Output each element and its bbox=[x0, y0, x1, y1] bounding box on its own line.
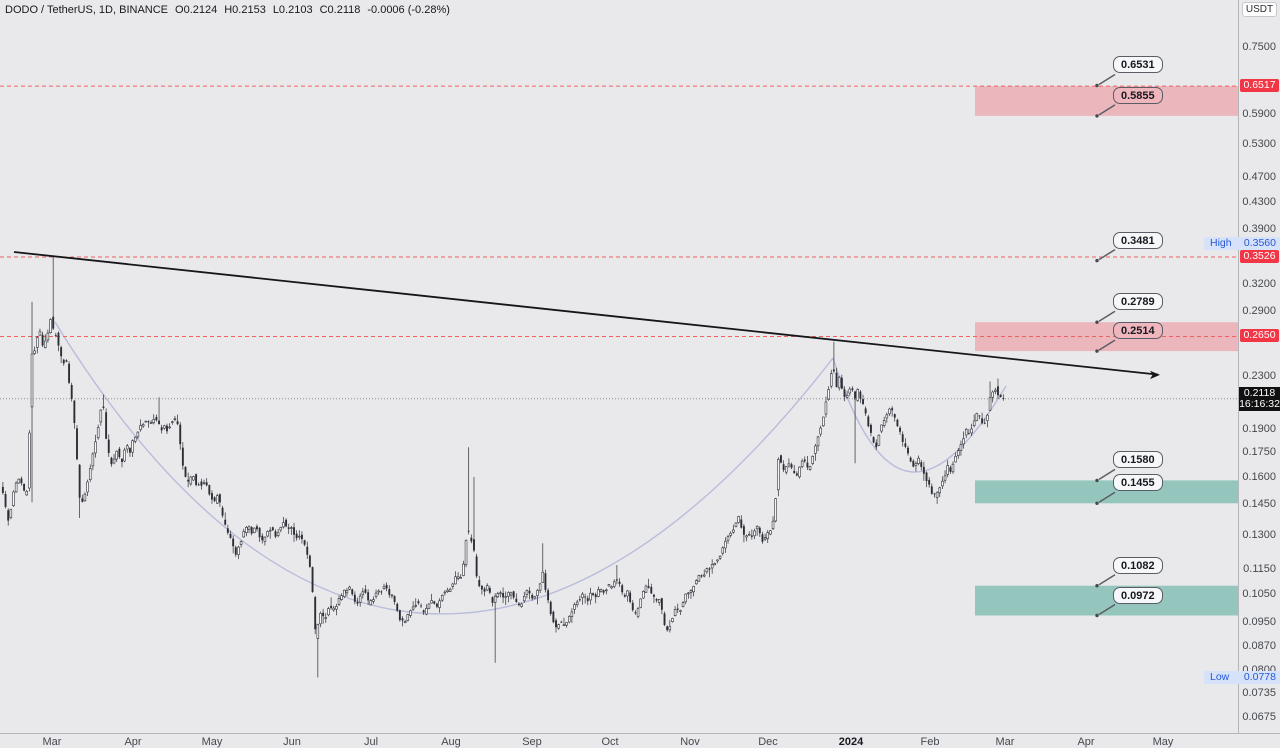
time-tick: Feb bbox=[920, 736, 940, 748]
price-callout-label[interactable]: 0.0972 bbox=[1113, 587, 1163, 604]
alert-price-label: 0.2650 bbox=[1240, 329, 1279, 342]
price-tick: 0.2300 bbox=[1242, 370, 1276, 382]
callout-tail bbox=[1098, 104, 1116, 116]
callout-anchor-dot bbox=[1095, 258, 1099, 263]
callout-tail bbox=[1098, 491, 1116, 503]
price-callout-label[interactable]: 0.6531 bbox=[1113, 56, 1163, 73]
curve-tool[interactable] bbox=[832, 357, 1007, 473]
price-tick: 0.3900 bbox=[1242, 223, 1276, 235]
price-callout-label[interactable]: 0.5855 bbox=[1113, 87, 1163, 104]
price-tick: 0.1750 bbox=[1242, 446, 1276, 458]
price-tick: 0.1150 bbox=[1243, 563, 1276, 575]
callout-anchor-dot bbox=[1095, 584, 1099, 588]
callout-anchor-dot bbox=[1095, 114, 1099, 118]
callout-tail bbox=[1098, 73, 1116, 86]
candlestick-plot bbox=[0, 73, 1238, 678]
price-callout-label[interactable]: 0.2789 bbox=[1113, 293, 1163, 310]
time-axis[interactable]: Mar Apr May Jun Jul Aug Sep Oct Nov Dec 2024 Feb Mar… bbox=[0, 733, 1280, 748]
time-tick: Mar bbox=[42, 736, 62, 748]
price-axis[interactable]: 0.7500 0.5900 0.5300 0.4700 0.4300 0.3900 0.32… bbox=[1238, 0, 1280, 733]
ohlc-close: C0.2118 bbox=[319, 4, 361, 16]
price-tick: 0.0675 bbox=[1242, 711, 1276, 723]
high-marker: High 0.3560 bbox=[1204, 237, 1280, 250]
ohlc-change: -0.0006 (-0.28%) bbox=[367, 4, 450, 16]
price-callout-label[interactable]: 0.1082 bbox=[1113, 557, 1163, 574]
price-tick: 0.4700 bbox=[1242, 171, 1276, 183]
time-tick: Nov bbox=[680, 736, 700, 748]
callout-tail bbox=[1098, 339, 1116, 351]
price-callout-label[interactable]: 0.2514 bbox=[1113, 322, 1163, 339]
callout-anchor-dot bbox=[1095, 83, 1099, 88]
callout-tail bbox=[1098, 310, 1116, 322]
candles-down bbox=[1, 316, 1005, 631]
time-tick: May bbox=[201, 736, 223, 748]
time-tick: Jul bbox=[363, 736, 379, 748]
price-tick: 0.5900 bbox=[1242, 108, 1276, 120]
callout-tail bbox=[1098, 248, 1116, 261]
price-callout-label[interactable]: 0.1455 bbox=[1113, 474, 1163, 491]
price-tick: 0.1300 bbox=[1242, 529, 1276, 541]
candle-wicks bbox=[2, 257, 1004, 678]
price-tick: 0.0870 bbox=[1242, 640, 1276, 652]
callout-tail bbox=[1098, 574, 1116, 586]
time-tick: Mar bbox=[995, 736, 1015, 748]
supply-zone[interactable] bbox=[975, 86, 1238, 116]
descending-trendline[interactable] bbox=[13, 251, 1159, 376]
callout-anchor-dot bbox=[1095, 478, 1099, 483]
price-tick: 0.4300 bbox=[1242, 196, 1276, 208]
price-tick: 0.0735 bbox=[1242, 687, 1276, 699]
callout-anchor-dot bbox=[1095, 320, 1099, 324]
low-marker: Low 0.0778 bbox=[1204, 671, 1280, 684]
time-tick: Apr bbox=[124, 736, 142, 748]
alert-price-label: 0.3526 bbox=[1240, 250, 1279, 263]
price-tick: 0.1050 bbox=[1242, 588, 1276, 600]
callout-anchor-dot bbox=[1095, 349, 1099, 353]
current-price-label: 0.2118 16:16:32 bbox=[1239, 387, 1280, 411]
callout-tail bbox=[1098, 468, 1116, 481]
demand-zone[interactable] bbox=[975, 480, 1238, 504]
ohlc-low: L0.2103 bbox=[272, 4, 313, 16]
price-callout-label[interactable]: 0.3481 bbox=[1113, 232, 1163, 249]
price-tick: 0.1450 bbox=[1242, 498, 1276, 510]
time-tick: Aug bbox=[441, 736, 461, 748]
currency-unit-button[interactable]: USDT bbox=[1242, 2, 1277, 17]
time-tick: 2024 bbox=[838, 736, 864, 748]
time-tick: Sep bbox=[522, 736, 542, 748]
price-tick: 0.1900 bbox=[1242, 423, 1276, 435]
chart-pane[interactable] bbox=[0, 0, 1238, 733]
price-tick: 0.2900 bbox=[1242, 305, 1276, 317]
price-tick: 0.0950 bbox=[1242, 616, 1276, 628]
callout-tail bbox=[1098, 603, 1116, 616]
symbol-title[interactable]: DODO / TetherUS, 1D, BINANCE bbox=[5, 4, 169, 16]
time-tick: Apr bbox=[1077, 736, 1095, 748]
time-tick: Dec bbox=[758, 736, 778, 748]
price-tick: 0.1600 bbox=[1242, 471, 1276, 483]
price-tick: 0.3200 bbox=[1242, 278, 1276, 290]
candles-up bbox=[9, 319, 997, 639]
time-tick: Jun bbox=[283, 736, 301, 748]
ohlc-high: H0.2153 bbox=[224, 4, 266, 16]
price-callout-label[interactable]: 0.1580 bbox=[1113, 451, 1163, 468]
symbol-header[interactable]: DODO / TetherUS, 1D, BINANCE O0.2124 H0.21… bbox=[5, 4, 457, 16]
callout-anchor-dot bbox=[1095, 613, 1099, 618]
price-tick: 0.7500 bbox=[1242, 41, 1276, 53]
curve-tool[interactable] bbox=[54, 321, 834, 615]
alert-price-label: 0.6517 bbox=[1240, 79, 1279, 92]
ohlc-open: O0.2124 bbox=[175, 4, 218, 16]
time-tick: Oct bbox=[601, 736, 619, 748]
callout-anchor-dot bbox=[1095, 501, 1099, 505]
time-tick: May bbox=[1152, 736, 1174, 748]
demand-zone[interactable] bbox=[975, 585, 1238, 616]
trendline-arrowhead bbox=[1150, 370, 1160, 380]
price-tick: 0.5300 bbox=[1242, 138, 1276, 150]
